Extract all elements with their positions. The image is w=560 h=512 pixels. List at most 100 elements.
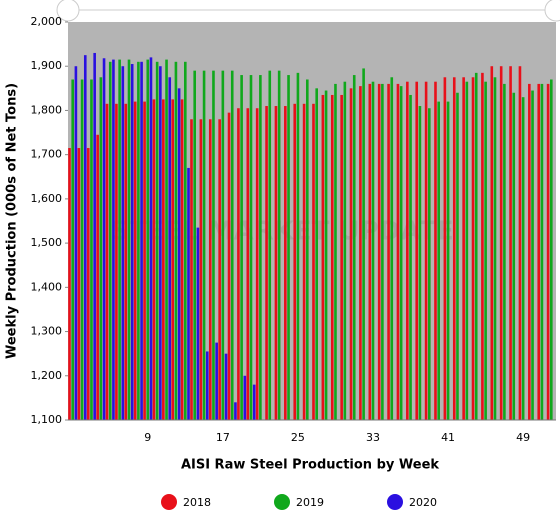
bar — [493, 77, 497, 421]
bar — [221, 70, 225, 421]
bar — [86, 148, 90, 421]
bar — [184, 61, 187, 421]
bar — [118, 59, 121, 420]
y-tick-label: 1,500 — [31, 236, 63, 249]
bar — [215, 342, 218, 420]
bar — [537, 83, 541, 421]
legend-marker — [274, 494, 290, 510]
bar — [96, 134, 99, 420]
bar — [121, 66, 125, 420]
bar — [268, 70, 272, 421]
y-tick-label: 1,400 — [31, 280, 63, 293]
bar — [462, 77, 465, 421]
x-tick-label: 25 — [291, 431, 305, 444]
plot-area — [68, 22, 556, 420]
bar — [306, 79, 309, 420]
bar — [274, 106, 278, 421]
bar — [124, 103, 128, 421]
bar — [293, 103, 297, 421]
bar — [199, 119, 203, 421]
bar — [83, 55, 87, 421]
bar — [115, 103, 118, 421]
bar — [259, 75, 262, 421]
bar — [224, 353, 228, 420]
bar — [208, 119, 212, 421]
bar — [202, 70, 206, 421]
bar — [546, 83, 550, 421]
bar — [130, 64, 134, 420]
bar — [246, 108, 250, 420]
bar — [193, 70, 196, 421]
bar — [528, 83, 531, 421]
bar — [234, 402, 237, 420]
y-axis-title: Weekly Production (000s of Net Tons) — [5, 83, 20, 359]
y-tick-label: 1,700 — [31, 148, 63, 161]
x-tick-label: 49 — [516, 431, 530, 444]
bar — [162, 99, 165, 420]
bar — [287, 75, 290, 421]
bar — [330, 94, 334, 420]
bar — [177, 88, 181, 420]
bar — [74, 66, 78, 420]
bar — [324, 90, 328, 421]
bar — [133, 101, 137, 420]
bar — [255, 108, 259, 420]
y-tick-label: 1,200 — [31, 369, 63, 382]
bar — [452, 77, 456, 421]
bar — [284, 106, 287, 421]
bar — [368, 83, 372, 421]
y-tick-label: 1,800 — [31, 103, 63, 116]
bar — [143, 101, 146, 420]
x-axis-title: AISI Raw Steel Production by Week — [181, 458, 439, 473]
bar — [168, 77, 172, 421]
bar — [140, 61, 143, 421]
bar — [418, 106, 422, 421]
bar — [227, 112, 231, 421]
navigator-handle[interactable] — [56, 0, 80, 22]
bar — [249, 75, 253, 421]
legend-label: 2019 — [296, 496, 324, 509]
bar — [362, 68, 365, 420]
bar — [471, 77, 475, 421]
bar — [465, 81, 469, 420]
bar — [396, 83, 400, 421]
navigator-handle[interactable] — [544, 0, 560, 22]
legend-marker — [387, 494, 403, 510]
bar — [80, 79, 84, 420]
bar — [540, 83, 544, 421]
bar — [174, 61, 178, 421]
bar — [434, 81, 437, 420]
bar — [71, 79, 74, 420]
bar — [187, 167, 190, 420]
bar — [296, 72, 300, 420]
bar — [340, 94, 343, 420]
bar — [108, 61, 112, 421]
bar — [196, 227, 200, 420]
bar — [518, 66, 522, 420]
bar — [428, 108, 431, 420]
y-tick-label: 1,300 — [31, 325, 63, 338]
bar — [237, 108, 240, 420]
bar — [102, 58, 106, 421]
bar — [146, 59, 150, 420]
bar — [437, 101, 440, 420]
bar — [377, 83, 381, 421]
bar — [190, 119, 193, 421]
bar — [315, 88, 318, 420]
bar — [155, 61, 159, 421]
bar — [240, 75, 243, 421]
bar — [399, 86, 403, 420]
y-tick-label: 1,600 — [31, 192, 63, 205]
bar — [165, 59, 168, 420]
bar — [212, 70, 215, 421]
bar — [381, 83, 384, 421]
y-tick-label: 1,900 — [31, 59, 63, 72]
bar — [171, 99, 175, 420]
bar — [359, 86, 362, 420]
x-tick-label: 33 — [366, 431, 380, 444]
bar — [503, 83, 506, 421]
bar — [531, 90, 534, 421]
bar — [277, 70, 281, 421]
bar — [112, 59, 115, 420]
